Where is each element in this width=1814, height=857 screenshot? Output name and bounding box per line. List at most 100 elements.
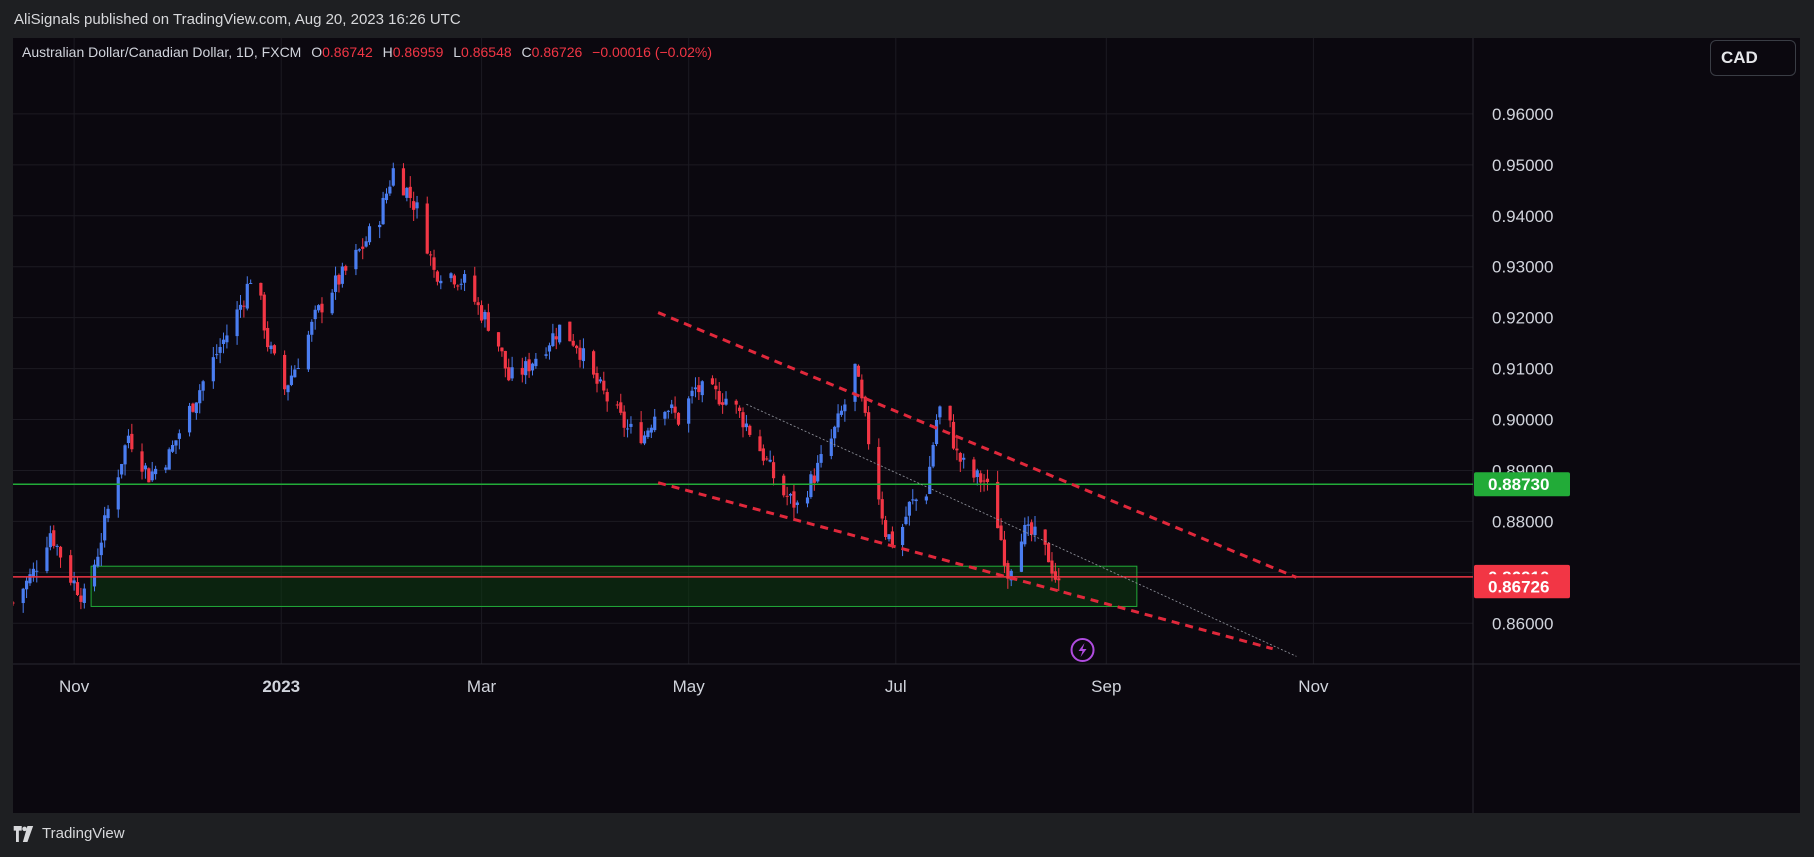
candle-body xyxy=(235,309,239,337)
publisher-bar: AliSignals published on TradingView.com,… xyxy=(0,0,1814,38)
candle-body xyxy=(269,345,273,350)
candle-body xyxy=(106,508,110,519)
candle-body xyxy=(551,333,555,346)
candle-body xyxy=(170,445,175,452)
candle-body xyxy=(293,369,297,378)
candle-body xyxy=(330,292,334,314)
candle-body xyxy=(340,266,344,284)
candle-body xyxy=(602,380,606,391)
candle-body xyxy=(266,327,270,348)
candle-body xyxy=(527,359,531,372)
candle-body xyxy=(415,202,419,209)
candle-body xyxy=(931,444,935,467)
candle-body xyxy=(116,477,120,510)
candle-body xyxy=(768,459,772,462)
candle-body xyxy=(928,466,932,494)
candle-body xyxy=(28,574,32,584)
candle-body xyxy=(201,381,205,391)
candle-body xyxy=(792,491,796,508)
candle-body xyxy=(401,168,406,196)
candle-body xyxy=(571,340,575,346)
candle-body xyxy=(147,468,151,483)
chart-area[interactable]: 0.860000.870000.880000.890000.900000.910… xyxy=(13,38,1800,813)
candle-body xyxy=(259,282,263,296)
candle-body xyxy=(242,305,246,307)
price-axis-label: 0.86000 xyxy=(1492,614,1553,633)
symbol-label: Australian Dollar/Canadian Dollar, 1D, F… xyxy=(22,44,302,60)
time-axis-label: 2023 xyxy=(262,677,300,696)
candle-body xyxy=(456,285,460,287)
candle-body xyxy=(310,321,314,335)
candle-body xyxy=(408,186,412,199)
candle-body xyxy=(296,368,300,370)
price-axis-label: 0.93000 xyxy=(1492,258,1553,277)
candle-body xyxy=(52,530,56,546)
candle-body xyxy=(598,379,602,382)
candle-body xyxy=(853,363,857,402)
candles-group xyxy=(13,162,1061,613)
candle-body xyxy=(55,545,59,547)
candle-body xyxy=(900,526,905,546)
candle-body xyxy=(1057,578,1061,581)
candle-body xyxy=(673,406,677,413)
candle-body xyxy=(788,493,793,496)
candle-body xyxy=(544,354,548,356)
lightning-icon xyxy=(1078,643,1087,657)
candle-body xyxy=(1019,541,1024,572)
candle-body xyxy=(429,254,433,256)
candle-body xyxy=(592,351,596,375)
last-price-tag-bg xyxy=(1474,574,1570,599)
candle-body xyxy=(724,398,728,405)
candle-body xyxy=(782,475,786,496)
price-axis-label: 0.90000 xyxy=(1492,411,1553,430)
candle-body xyxy=(1023,524,1027,545)
candle-body xyxy=(449,273,453,279)
candle-body xyxy=(595,373,599,384)
demand-zone-rect xyxy=(90,565,1138,607)
candle-body xyxy=(547,345,552,352)
time-axis-label: Mar xyxy=(467,677,497,696)
candle-body xyxy=(856,365,861,377)
candle-body xyxy=(120,464,124,475)
channel-lower-line xyxy=(657,481,1274,651)
candle-body xyxy=(391,168,395,186)
candle-body xyxy=(174,440,178,446)
candle-body xyxy=(283,354,287,390)
candle-body xyxy=(384,193,389,201)
candle-body xyxy=(962,457,966,460)
candle-body xyxy=(500,347,504,352)
candle-body xyxy=(836,413,840,428)
candle-body xyxy=(381,197,385,225)
candle-body xyxy=(758,436,762,452)
candle-body xyxy=(187,405,192,433)
time-axis-label: Jul xyxy=(885,677,907,696)
price-axis-label: 0.94000 xyxy=(1492,207,1553,226)
candle-body xyxy=(191,403,195,412)
candle-body xyxy=(934,420,939,445)
candle-body xyxy=(717,391,721,405)
candle-body xyxy=(215,354,219,356)
candle-body xyxy=(211,357,215,382)
candle-body xyxy=(92,564,97,587)
candle-body xyxy=(503,350,507,369)
candle-body xyxy=(354,249,358,270)
candle-body xyxy=(721,402,725,405)
publisher-text: AliSignals published on TradingView.com,… xyxy=(14,11,461,28)
candle-body xyxy=(177,433,181,439)
currency-button[interactable]: CAD xyxy=(1710,40,1796,76)
candle-body xyxy=(914,499,918,502)
high-value: 0.86959 xyxy=(392,44,444,60)
candle-body xyxy=(907,501,911,516)
candle-body xyxy=(839,410,844,415)
candle-body xyxy=(578,347,582,360)
candle-body xyxy=(238,304,243,310)
candle-body xyxy=(975,470,979,478)
candle-body xyxy=(361,246,365,249)
candle-body xyxy=(904,516,908,525)
candlestick-chart[interactable]: 0.860000.870000.880000.890000.900000.910… xyxy=(13,38,1800,813)
candle-body xyxy=(710,378,715,385)
candle-body xyxy=(483,311,487,320)
candle-body xyxy=(646,430,650,437)
candle-body xyxy=(863,396,867,413)
candle-body xyxy=(805,497,810,504)
